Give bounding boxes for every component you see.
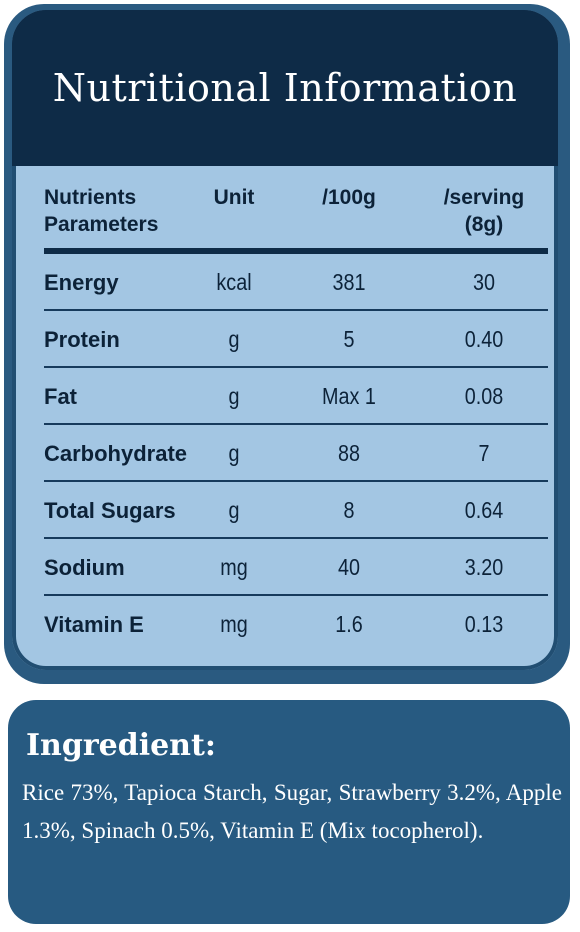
nutrient-unit: mg bbox=[220, 554, 248, 580]
nutrient-unit: kcal bbox=[216, 269, 252, 295]
nutrient-per100: 40 bbox=[337, 554, 361, 580]
nutrient-name: Fat bbox=[44, 384, 77, 409]
table-header-row: Nutrients Parameters Unit /100g /serving… bbox=[44, 166, 550, 244]
nutrient-unit: g bbox=[228, 440, 240, 466]
nutrient-per100: 5 bbox=[343, 326, 355, 352]
header-unit: Unit bbox=[213, 186, 255, 209]
nutrient-per100: Max 1 bbox=[322, 383, 376, 409]
header-divider bbox=[44, 248, 548, 254]
table-row: Carbohydrate g 88 7 bbox=[44, 425, 550, 482]
nutrient-serving: 3.20 bbox=[464, 554, 504, 580]
row-divider bbox=[44, 594, 548, 596]
nutrient-name: Carbohydrate bbox=[44, 441, 188, 466]
table-body: Energy kcal 381 30 Protein g 5 0.40 Fat … bbox=[44, 254, 550, 653]
nutrition-panel-frame: Nutritional Information Nutrients Parame… bbox=[4, 4, 570, 684]
nutrient-name: Sodium bbox=[44, 555, 125, 580]
ingredient-panel: Ingredient: Rice 73%, Tapioca Starch, Su… bbox=[8, 700, 570, 924]
nutrient-serving: 0.64 bbox=[464, 497, 504, 523]
nutrient-unit: g bbox=[228, 326, 240, 352]
header-serving-line2: (8g) bbox=[464, 213, 504, 236]
header-serving-line1: /serving bbox=[443, 186, 525, 209]
nutrient-serving: 7 bbox=[478, 440, 490, 466]
header-nutrients: Nutrients Parameters bbox=[44, 184, 204, 238]
nutrient-name: Energy bbox=[44, 270, 119, 295]
ingredient-title: Ingredient: bbox=[26, 728, 216, 763]
nutrient-serving: 30 bbox=[472, 269, 496, 295]
nutrient-unit: g bbox=[228, 383, 240, 409]
nutrient-per100: 8 bbox=[343, 497, 355, 523]
nutrition-table: Nutrients Parameters Unit /100g /serving… bbox=[44, 166, 550, 637]
nutrient-serving: 0.13 bbox=[464, 611, 504, 637]
nutrition-header: Nutritional Information bbox=[12, 10, 558, 166]
table-row: Vitamin E mg 1.6 0.13 bbox=[44, 596, 550, 653]
header-serving: /serving (8g) bbox=[424, 184, 544, 238]
table-row: Protein g 5 0.40 bbox=[44, 311, 550, 368]
nutrition-title: Nutritional Information bbox=[52, 66, 518, 110]
nutrient-unit: g bbox=[228, 497, 240, 523]
header-nutrients-line2: Parameters bbox=[44, 213, 159, 236]
nutrient-serving: 0.40 bbox=[464, 326, 504, 352]
nutrient-per100: 1.6 bbox=[335, 611, 363, 637]
nutrient-serving: 0.08 bbox=[464, 383, 504, 409]
row-divider bbox=[44, 366, 548, 368]
nutrient-per100: 88 bbox=[337, 440, 361, 466]
table-row: Sodium mg 40 3.20 bbox=[44, 539, 550, 596]
table-row: Fat g Max 1 0.08 bbox=[44, 368, 550, 425]
ingredient-text: Rice 73%, Tapioca Starch, Sugar, Strawbe… bbox=[22, 780, 562, 843]
row-divider bbox=[44, 309, 548, 311]
row-divider bbox=[44, 537, 548, 539]
row-divider bbox=[44, 423, 548, 425]
nutrient-name: Total Sugars bbox=[44, 498, 176, 523]
nutrition-panel: Nutritional Information Nutrients Parame… bbox=[12, 10, 558, 670]
table-row: Total Sugars g 8 0.64 bbox=[44, 482, 550, 539]
nutrient-name: Vitamin E bbox=[44, 612, 144, 637]
header-per100: /100g bbox=[322, 186, 376, 209]
header-nutrients-line1: Nutrients bbox=[44, 186, 137, 209]
nutrient-per100: 381 bbox=[332, 269, 366, 295]
nutrient-unit: mg bbox=[220, 611, 248, 637]
table-row: Energy kcal 381 30 bbox=[44, 254, 550, 311]
row-divider bbox=[44, 480, 548, 482]
nutrient-name: Protein bbox=[44, 327, 120, 352]
